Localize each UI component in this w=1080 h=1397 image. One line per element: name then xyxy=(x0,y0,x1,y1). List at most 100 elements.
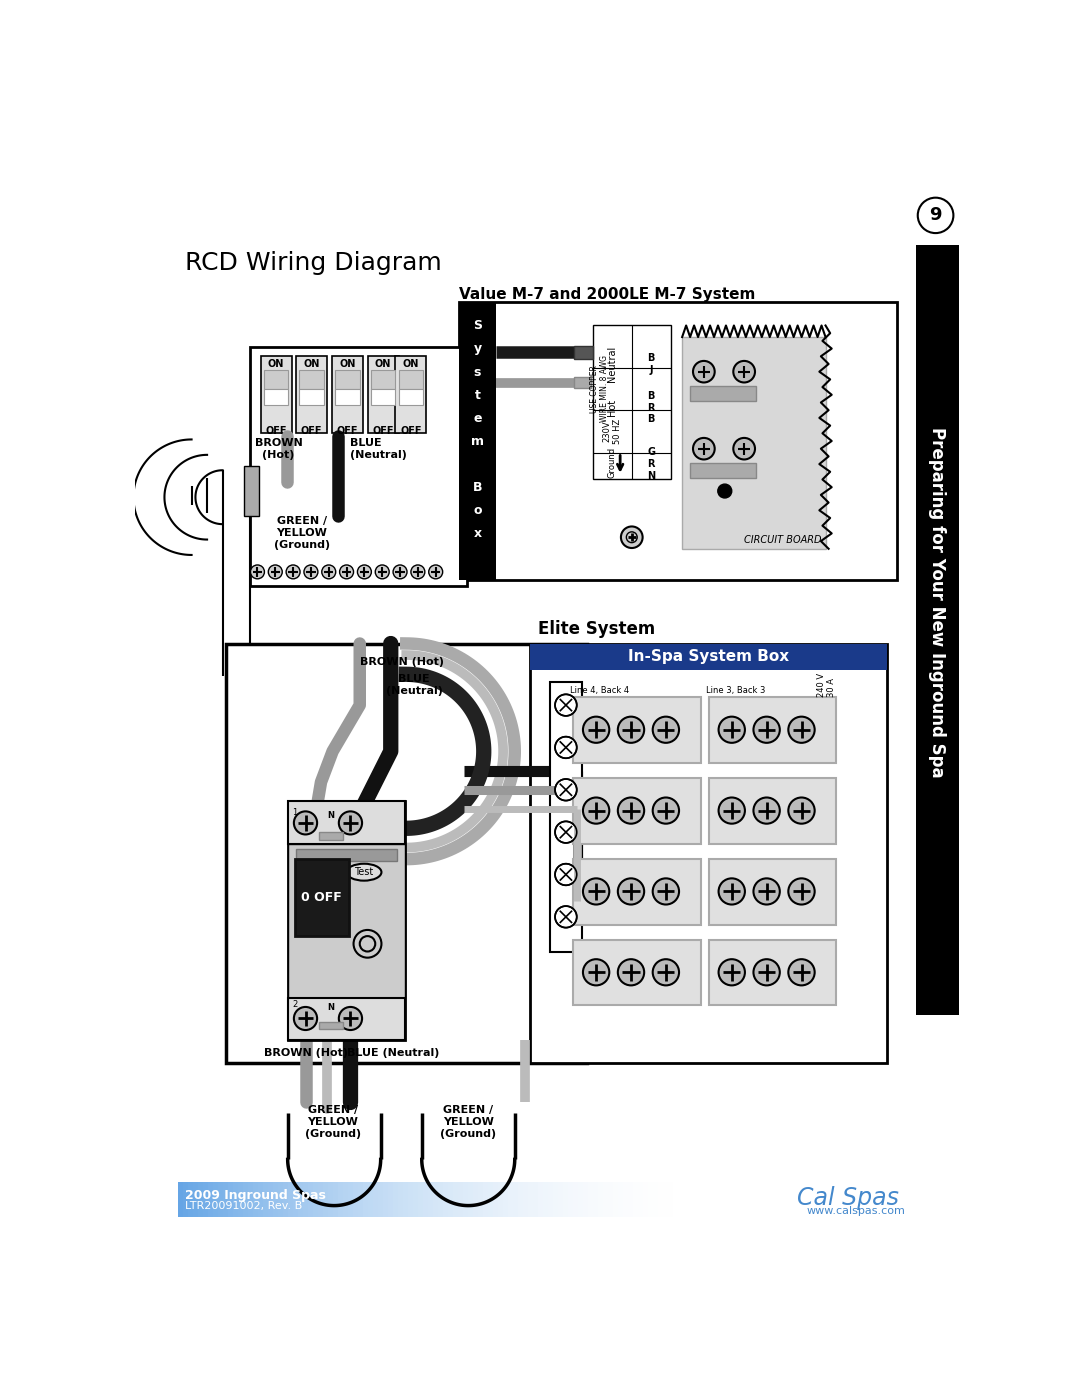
Text: Line 3, Back 3: Line 3, Back 3 xyxy=(706,686,766,694)
Text: 230V
50 HZ: 230V 50 HZ xyxy=(603,418,622,444)
Circle shape xyxy=(652,960,679,985)
Circle shape xyxy=(583,798,609,824)
Circle shape xyxy=(718,485,732,497)
Circle shape xyxy=(618,879,644,904)
Text: GREEN /
YELLOW
(Ground): GREEN / YELLOW (Ground) xyxy=(273,517,329,549)
Circle shape xyxy=(693,437,715,460)
Text: G
R
N: G R N xyxy=(647,447,656,481)
Bar xyxy=(572,697,701,763)
Circle shape xyxy=(268,564,282,578)
Bar xyxy=(243,467,259,517)
Text: 240 V
30 A: 240 V 30 A xyxy=(816,673,836,697)
Text: S: S xyxy=(473,320,482,332)
Bar xyxy=(690,386,756,401)
Circle shape xyxy=(353,930,381,958)
Text: y: y xyxy=(473,342,482,355)
Circle shape xyxy=(555,863,577,886)
Bar xyxy=(399,370,423,390)
Circle shape xyxy=(652,798,679,824)
Circle shape xyxy=(718,960,745,985)
Text: N: N xyxy=(327,1003,335,1011)
Text: 2: 2 xyxy=(293,1000,298,1009)
Circle shape xyxy=(251,564,265,578)
Circle shape xyxy=(652,717,679,743)
Circle shape xyxy=(718,879,745,904)
Bar xyxy=(573,346,593,359)
Text: RCD Wiring Diagram: RCD Wiring Diagram xyxy=(186,251,442,275)
Text: x: x xyxy=(473,527,482,541)
Text: B: B xyxy=(473,481,483,495)
Circle shape xyxy=(555,821,577,842)
Bar xyxy=(572,778,701,844)
Bar xyxy=(370,370,395,390)
Text: N: N xyxy=(327,810,335,820)
Text: OFF: OFF xyxy=(373,426,394,436)
Circle shape xyxy=(918,197,954,233)
Bar xyxy=(227,644,586,1063)
Circle shape xyxy=(733,360,755,383)
Text: GREEN /
YELLOW
(Ground): GREEN / YELLOW (Ground) xyxy=(305,1105,361,1139)
Bar xyxy=(459,302,496,580)
Text: BLUE
(Neutral): BLUE (Neutral) xyxy=(350,437,407,460)
Text: Neutral: Neutral xyxy=(607,346,618,383)
Circle shape xyxy=(754,879,780,904)
Bar xyxy=(320,1021,342,1030)
Bar xyxy=(459,302,896,580)
Bar xyxy=(916,244,959,1014)
Bar xyxy=(299,370,324,390)
Circle shape xyxy=(788,879,814,904)
Circle shape xyxy=(555,694,577,715)
Text: LTR20091002, Rev. B: LTR20091002, Rev. B xyxy=(186,1201,302,1211)
Circle shape xyxy=(693,360,715,383)
Bar xyxy=(708,940,836,1006)
Circle shape xyxy=(618,798,644,824)
Circle shape xyxy=(555,907,577,928)
Text: Elite System: Elite System xyxy=(538,620,656,638)
Circle shape xyxy=(429,564,443,578)
Bar xyxy=(708,859,836,925)
Bar xyxy=(335,370,360,390)
Text: OFF: OFF xyxy=(266,426,287,436)
Text: CIRCUIT BOARD: CIRCUIT BOARD xyxy=(744,535,822,545)
Text: BROWN (Hot): BROWN (Hot) xyxy=(361,658,444,668)
Circle shape xyxy=(339,564,353,578)
Text: Cal Spas: Cal Spas xyxy=(797,1186,899,1210)
Circle shape xyxy=(375,564,389,578)
Text: ON: ON xyxy=(403,359,419,369)
Text: ON: ON xyxy=(303,359,320,369)
Circle shape xyxy=(718,717,745,743)
Bar xyxy=(299,390,324,405)
Bar xyxy=(395,356,427,433)
Bar xyxy=(288,802,405,1039)
Text: BROWN
(Hot): BROWN (Hot) xyxy=(255,437,302,460)
Circle shape xyxy=(339,812,362,834)
Text: OFF: OFF xyxy=(337,426,359,436)
Bar xyxy=(295,859,349,936)
Bar xyxy=(573,377,591,388)
Text: e: e xyxy=(473,412,482,425)
Text: o: o xyxy=(473,504,482,517)
Circle shape xyxy=(294,812,318,834)
Circle shape xyxy=(410,564,424,578)
Bar xyxy=(288,802,405,844)
Text: ON: ON xyxy=(268,359,284,369)
Text: s: s xyxy=(474,366,482,379)
Text: Value M-7 and 2000LE M-7 System: Value M-7 and 2000LE M-7 System xyxy=(459,286,755,302)
Text: m: m xyxy=(471,434,484,448)
Circle shape xyxy=(339,1007,362,1030)
Text: OFF: OFF xyxy=(401,426,421,436)
Text: BROWN (Hot): BROWN (Hot) xyxy=(264,1048,348,1058)
Text: 2009 Inground Spas: 2009 Inground Spas xyxy=(186,1189,326,1201)
Bar xyxy=(370,390,395,405)
Circle shape xyxy=(652,879,679,904)
Text: Line 4, Back 4: Line 4, Back 4 xyxy=(570,686,630,694)
Circle shape xyxy=(583,879,609,904)
Text: USE COPPER
WIRE MIN. 8 AWG: USE COPPER WIRE MIN. 8 AWG xyxy=(590,355,609,422)
Bar xyxy=(708,697,836,763)
Ellipse shape xyxy=(347,863,381,880)
Text: BLUE
(Neutral): BLUE (Neutral) xyxy=(386,675,443,696)
Bar xyxy=(530,644,887,1063)
Bar xyxy=(593,326,671,479)
Bar xyxy=(296,356,327,433)
Text: www.calspas.com: www.calspas.com xyxy=(807,1206,905,1215)
